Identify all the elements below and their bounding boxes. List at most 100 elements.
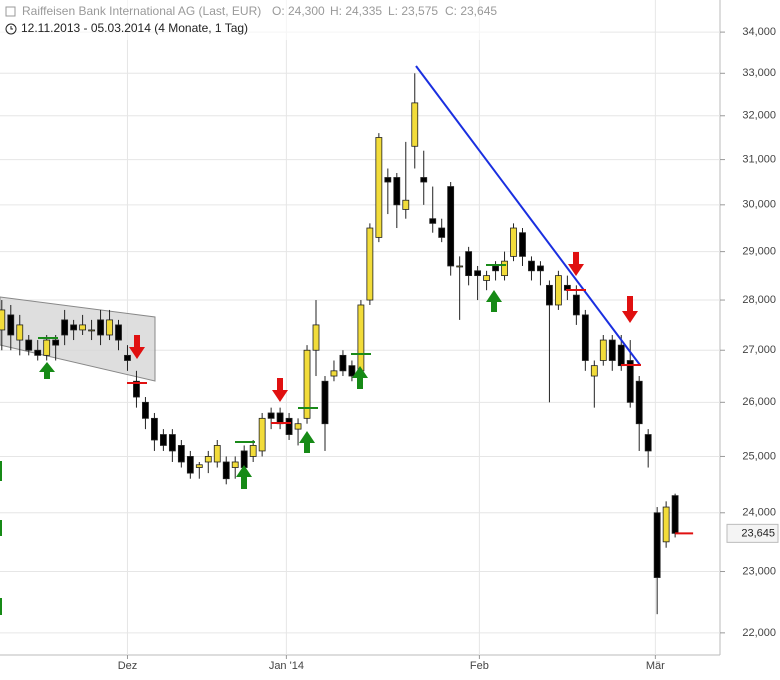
candle-body [79,324,86,331]
x-tick-label: Dez [118,660,138,672]
candle-body [384,177,392,183]
candle-body [177,445,185,463]
quote-close: C: 23,645 [445,4,497,18]
candle-body [142,401,149,419]
candle-body [599,339,607,361]
edge-markers [0,461,2,615]
last-price-box [726,523,779,543]
candle-body [581,314,589,361]
candle-body [312,324,320,351]
candle-body [438,227,446,238]
candle-body [159,434,167,446]
candle-body [133,380,140,398]
candle-body [258,417,266,452]
candle-body [52,339,60,346]
y-tick-label: 26,000 [742,396,776,408]
candle-body [339,354,347,372]
candle-body [97,319,104,336]
candles [0,73,679,615]
candle-body [644,434,652,452]
candle-body [572,294,580,316]
y-tick-label: 28,000 [742,294,776,306]
candle-body [393,177,401,206]
candle-body [510,227,517,257]
candle-body [204,456,212,463]
candle-body [465,251,473,277]
candle-body [447,186,455,267]
candle-body [411,102,419,147]
candle-body [168,434,176,452]
candle-body [330,370,338,377]
candle-body [34,349,42,356]
y-tick-label: 34,000 [742,26,776,38]
candle-body [124,354,131,361]
clock-hands [10,26,13,30]
candle-body [7,314,15,336]
trend-channel [0,296,156,382]
candle-body [70,324,78,331]
candle-body [348,365,356,377]
candle-body [357,304,365,372]
x-tick-label: Feb [470,660,489,672]
candle-body [213,445,221,463]
y-tick-label: 27,000 [742,344,776,356]
candle-body [662,506,670,543]
chart-title: Raiffeisen Bank International AG (Last, … [22,4,261,18]
candle-body [303,349,311,419]
x-tick-label: Mär [646,660,665,672]
quote-low: L: 23,575 [388,4,438,18]
candle-body [402,199,410,210]
header-icon [5,6,16,17]
sell-arrow [129,335,145,359]
candle-body [294,423,302,430]
y-tick-label: 22,000 [742,627,776,639]
quote-open: O: 24,300 [272,4,325,18]
y-tick-label: 24,000 [742,507,776,519]
candle-body [195,464,203,468]
candle-body [151,417,158,441]
candle-body [519,232,526,257]
candle-body [249,445,257,457]
edge-marker [0,598,2,615]
candle-body [608,339,616,361]
buy-arrow [236,465,252,489]
candle-body [671,495,679,534]
candle-body [366,227,374,301]
sell-arrow [272,378,288,402]
candle-body [653,512,661,578]
y-tick-label: 32,000 [742,110,776,122]
y-tick-label: 29,000 [742,246,776,258]
buy-arrow [352,366,368,389]
candle-body [626,360,634,403]
candle-body [231,461,239,468]
sell-arrow [568,252,584,276]
candle-body [420,177,428,183]
quote-high: H: 24,335 [330,4,382,18]
candle-body [240,450,248,468]
trend-line [415,65,641,366]
candle-body [106,319,113,336]
signal-markers [38,264,641,443]
candle-body [617,344,625,367]
y-tick-label: 30,000 [742,199,776,211]
candle-body [537,265,544,272]
candle-body [456,265,464,268]
candle-body [115,324,122,341]
candle-body [25,339,33,351]
candle-body [186,456,194,474]
y-tick-label: 31,000 [742,153,776,165]
candle-body [590,365,598,377]
candle-body [61,319,69,336]
candle-body [555,275,562,306]
candle-body [88,329,95,332]
signal-arrows [39,252,638,489]
candle-body [528,260,535,272]
candle-body [501,260,508,277]
candle-body [43,339,51,356]
candle-body [222,461,230,480]
x-tick-label: Jan '14 [269,660,304,672]
buy-arrow [486,290,502,312]
candle-body [483,275,490,281]
header-bg [0,0,600,40]
